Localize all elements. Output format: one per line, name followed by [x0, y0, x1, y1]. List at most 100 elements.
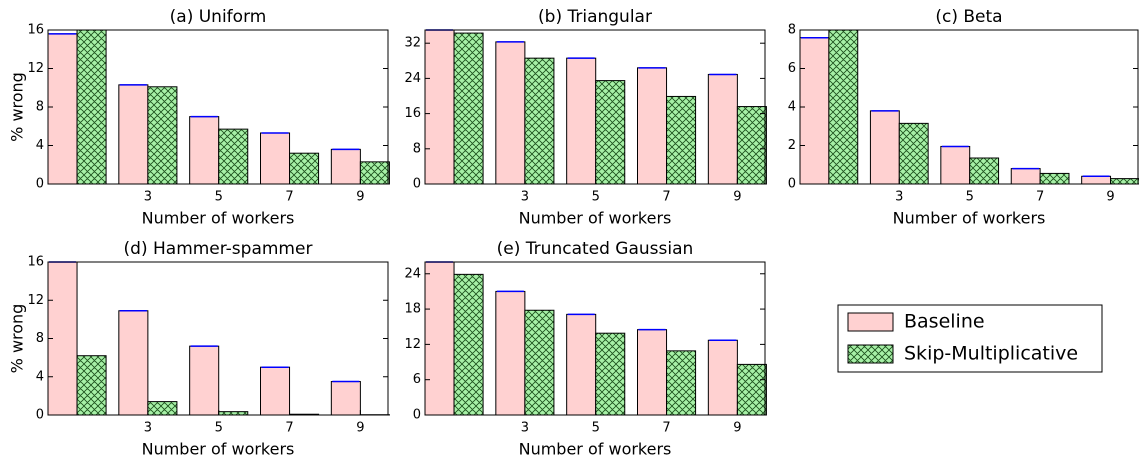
bar	[666, 350, 697, 416]
y-axis-label: % wrong	[8, 304, 27, 374]
x-axis-label: Number of workers	[142, 209, 295, 228]
y-tick-label: 16	[404, 106, 421, 121]
bar	[424, 29, 455, 185]
bar	[707, 73, 738, 185]
x-tick-label: 7	[1036, 190, 1044, 205]
y-axis-label: % wrong	[8, 72, 27, 142]
y-tick-label: 0	[413, 177, 421, 192]
y-tick-label: 12	[27, 61, 44, 76]
bar	[189, 345, 220, 416]
bar	[940, 145, 971, 185]
legend-label: Baseline	[904, 311, 985, 333]
x-tick-label: 9	[733, 421, 741, 436]
bar	[869, 110, 900, 185]
chart-title: (b) Triangular	[538, 7, 652, 27]
bar	[495, 41, 526, 185]
x-tick-label: 9	[356, 190, 364, 205]
legend-swatch	[847, 344, 894, 364]
x-tick-label: 9	[733, 190, 741, 205]
y-tick-label: 32	[404, 36, 421, 51]
y-tick-label: 16	[27, 255, 44, 270]
bar	[799, 37, 830, 185]
y-tick-label: 0	[788, 177, 796, 192]
bar	[1110, 178, 1139, 185]
x-tick-label: 5	[966, 190, 974, 205]
y-tick-label: 12	[27, 293, 44, 308]
chart-title: (e) Truncated Gaussian	[497, 239, 694, 259]
axes-frame	[47, 29, 389, 185]
legend-label: Skip-Multiplicative	[904, 343, 1078, 365]
x-axis-label: Number of workers	[519, 440, 672, 459]
y-tick-label: 8	[413, 141, 421, 156]
x-tick-label: 7	[662, 421, 670, 436]
bar	[76, 29, 107, 185]
bar	[566, 313, 597, 416]
y-tick-label: 4	[36, 369, 44, 384]
bar	[1039, 172, 1070, 185]
x-tick-label: 5	[215, 190, 223, 205]
legend-swatch	[847, 312, 894, 332]
x-tick-label: 3	[521, 190, 529, 205]
bar	[524, 57, 555, 185]
bar	[595, 80, 626, 185]
bar	[359, 161, 390, 185]
y-tick-label: 24	[404, 71, 421, 86]
bar	[898, 122, 929, 185]
bar	[637, 67, 668, 185]
bar	[453, 273, 484, 416]
x-tick-label: 7	[285, 421, 293, 436]
bar	[260, 132, 291, 185]
chart-title: (c) Beta	[935, 7, 1002, 27]
x-tick-label: 3	[144, 190, 152, 205]
y-tick-label: 18	[404, 302, 421, 317]
axes-frame	[424, 261, 766, 416]
bar	[736, 106, 767, 185]
x-tick-label: 5	[592, 190, 600, 205]
axes-frame	[47, 261, 389, 416]
chart-title: (d) Hammer-spammer	[124, 239, 313, 259]
y-tick-label: 0	[36, 177, 44, 192]
bar	[595, 332, 626, 416]
bar	[118, 84, 149, 185]
x-axis-label: Number of workers	[142, 440, 295, 459]
x-tick-label: 3	[144, 421, 152, 436]
x-tick-label: 5	[215, 421, 223, 436]
x-tick-label: 3	[521, 421, 529, 436]
y-tick-label: 4	[788, 100, 796, 115]
bar	[289, 152, 320, 185]
y-tick-label: 2	[788, 138, 796, 153]
y-tick-label: 0	[413, 408, 421, 423]
y-tick-label: 8	[36, 331, 44, 346]
bar	[189, 116, 220, 185]
bar	[424, 261, 455, 416]
y-tick-label: 16	[27, 23, 44, 38]
bar	[330, 381, 361, 416]
bar	[707, 339, 738, 416]
bar	[330, 148, 361, 185]
y-tick-label: 8	[36, 100, 44, 115]
bar	[260, 366, 291, 416]
bar	[147, 86, 178, 185]
bar	[566, 57, 597, 185]
y-tick-label: 8	[788, 23, 796, 38]
bar	[1010, 168, 1041, 185]
bar	[47, 33, 78, 185]
bar	[666, 95, 697, 185]
axes-frame	[799, 29, 1139, 185]
x-axis-label: Number of workers	[893, 209, 1046, 228]
y-tick-label: 4	[36, 138, 44, 153]
bar	[524, 309, 555, 416]
bar	[1081, 175, 1112, 185]
x-tick-label: 9	[356, 421, 364, 436]
bar	[218, 411, 249, 416]
x-tick-label: 5	[592, 421, 600, 436]
bar	[118, 310, 149, 416]
axes-frame	[424, 29, 766, 185]
y-tick-label: 12	[404, 337, 421, 352]
chart-title: (a) Uniform	[170, 7, 267, 27]
bar	[736, 363, 767, 416]
bar	[76, 355, 107, 416]
y-tick-label: 6	[788, 61, 796, 76]
y-tick-label: 0	[36, 408, 44, 423]
